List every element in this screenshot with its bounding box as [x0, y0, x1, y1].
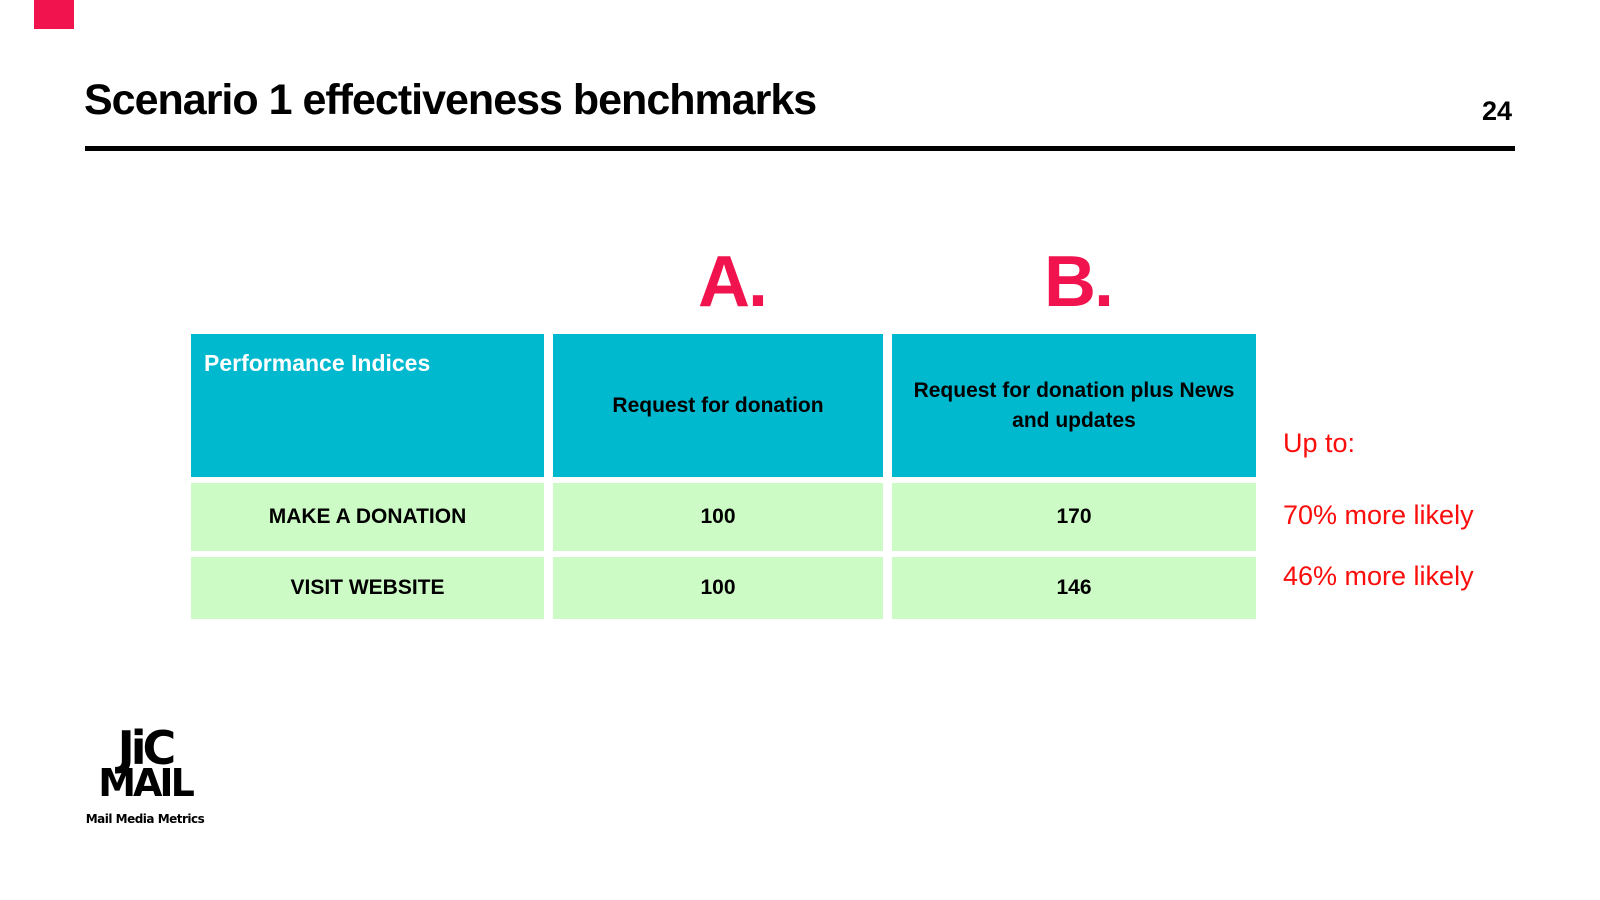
column-letter-a: A.	[698, 242, 768, 322]
table-header-request-plus-news: Request for donation plus News and updat…	[892, 334, 1256, 477]
logo-mail-text: MAIL	[98, 761, 195, 806]
table-header-performance-indices: Performance Indices	[191, 334, 544, 477]
annotation-visit-website: 46% more likely	[1283, 561, 1474, 591]
jicmail-logo: JiC MAIL Mail Media Metrics	[78, 721, 212, 826]
corner-accent-bar	[34, 0, 74, 29]
table-cell-value: 100	[553, 557, 883, 619]
table-cell-value: 100	[553, 483, 883, 551]
annotation-make-a-donation: 70% more likely	[1283, 500, 1474, 530]
table-row-label: MAKE A DONATION	[191, 483, 544, 551]
table-header-request-for-donation: Request for donation	[553, 334, 883, 477]
table-cell-value: 146	[892, 557, 1256, 619]
table-row-label: VISIT WEBSITE	[191, 557, 544, 619]
logo-jic-text: JiC	[117, 721, 177, 775]
table-cell-value: 170	[892, 483, 1256, 551]
page-number: 24	[1482, 96, 1513, 126]
slide-title: Scenario 1 effectiveness benchmarks	[84, 76, 817, 124]
annotation-up-to: Up to:	[1283, 428, 1356, 458]
column-letter-b: B.	[1044, 242, 1114, 322]
title-underline	[85, 146, 1515, 151]
logo-tagline: Mail Media Metrics	[85, 811, 205, 826]
benchmarks-table: Performance Indices Request for donation…	[191, 334, 1256, 619]
